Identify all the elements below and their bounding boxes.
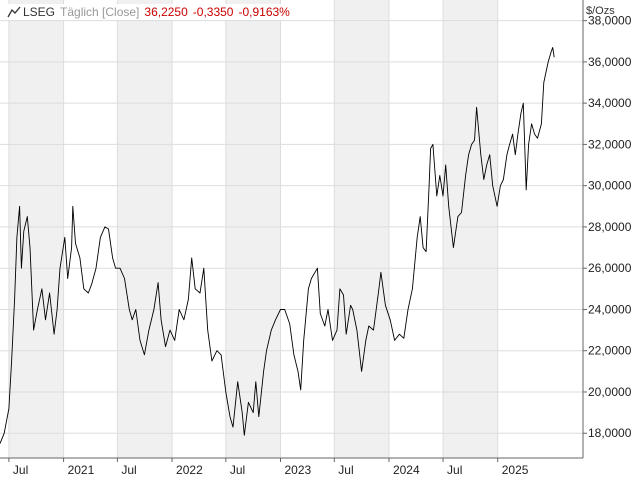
series-layer [0, 47, 555, 444]
background-bands [0, 0, 583, 458]
background-band [63, 0, 118, 458]
x-tick-label: Jul [121, 463, 136, 477]
background-band [8, 0, 64, 458]
x-tick-label: Jul [13, 463, 28, 477]
background-band [117, 0, 173, 458]
background-band [280, 0, 335, 458]
y-tick-label: 28,0000 [588, 220, 632, 234]
x-tick-label: 2025 [502, 463, 529, 477]
x-tick-label: Jul [338, 463, 353, 477]
y-tick-label: 32,0000 [588, 137, 632, 151]
y-tick-label: 36,0000 [588, 55, 632, 69]
legend-last-value: 36,2250 [144, 5, 188, 19]
background-band [497, 0, 583, 458]
y-tick-label: 34,0000 [588, 96, 632, 110]
y-tick-label: 38,0000 [588, 14, 632, 28]
legend-change: -0,3350 [192, 5, 234, 19]
x-tick-label: 2021 [68, 463, 95, 477]
y-axis-ticks: 18,0000 20,0000 22,0000 24,0000 26,0000 28,00… [583, 14, 632, 440]
y-tick-label: 22,0000 [588, 344, 632, 358]
series-line [0, 47, 555, 444]
y-tick-label: 18,0000 [588, 426, 632, 440]
y-tick-label: 24,0000 [588, 302, 632, 316]
legend-source: LSEG [23, 5, 56, 19]
legend-change-pct: -0,9163% [238, 5, 290, 19]
x-tick-label: Jul [447, 463, 462, 477]
background-band [172, 0, 226, 458]
line-chart-icon [7, 6, 21, 18]
background-band [388, 0, 444, 458]
y-tick-label: 30,0000 [588, 179, 632, 193]
x-tick-label: 2022 [176, 463, 203, 477]
y-axis-unit-label: $/Ozs [586, 5, 615, 17]
background-band [225, 0, 281, 458]
x-axis-ticks: Jul 2021 Jul 2022 Jul 2023 Jul 2024 Jul 2025 [8, 458, 529, 477]
x-tick-label: Jul [230, 463, 245, 477]
x-tick-label: 2023 [285, 463, 312, 477]
grid-lines [0, 0, 583, 458]
chart-legend: LSEG Täglich [Close] 36,2250 -0,3350 -0,… [4, 4, 293, 20]
x-tick-label: 2024 [393, 463, 420, 477]
y-tick-label: 26,0000 [588, 261, 632, 275]
background-band [0, 0, 9, 458]
background-band [334, 0, 389, 458]
y-tick-label: 20,0000 [588, 385, 632, 399]
legend-frequency: Täglich [Close] [60, 5, 140, 19]
background-band [443, 0, 498, 458]
